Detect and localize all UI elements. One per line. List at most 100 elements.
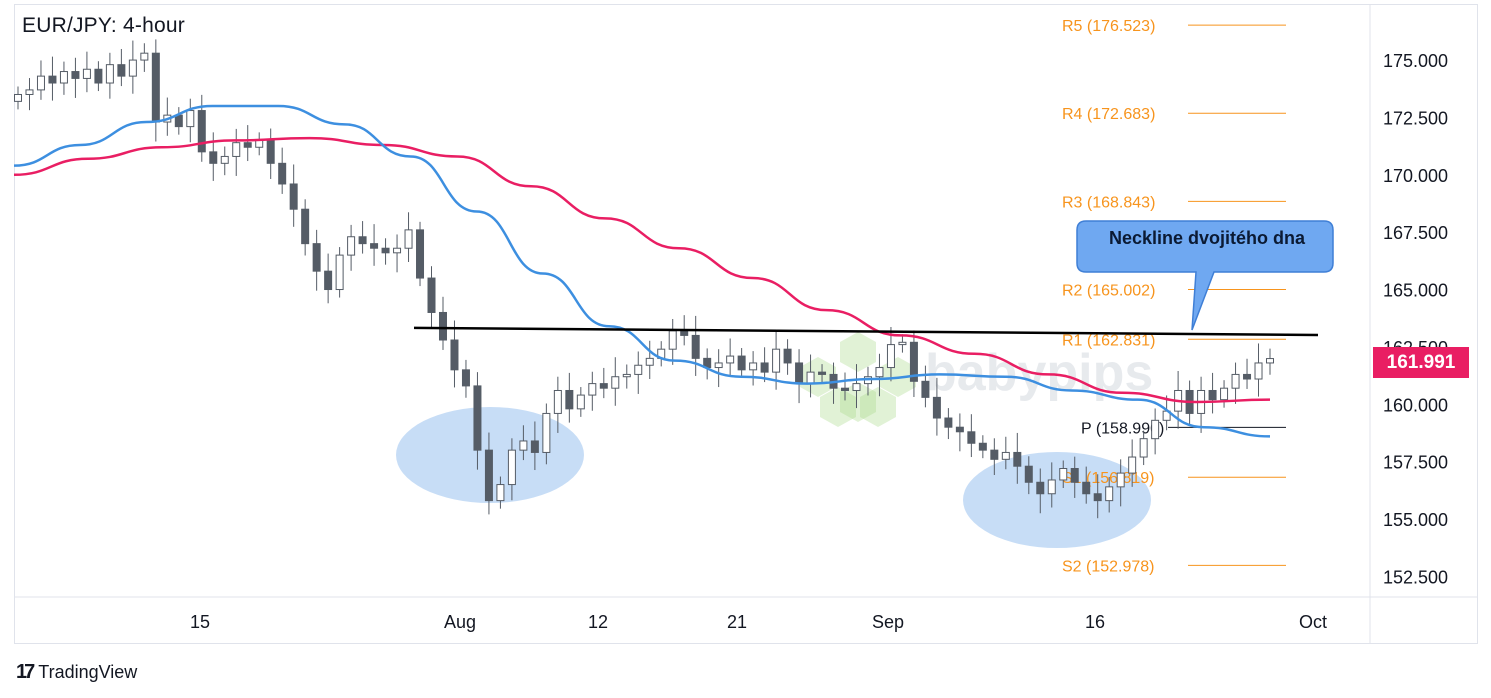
- y-tick-label: 172.500: [1383, 108, 1448, 128]
- y-tick-label: 155.000: [1383, 510, 1448, 530]
- candle-down: [151, 52, 160, 123]
- x-tick-label: 16: [1085, 612, 1105, 632]
- candle-down: [1082, 481, 1091, 495]
- candle-up: [404, 229, 413, 249]
- candle-up: [1059, 468, 1068, 481]
- chart-title: EUR/JPY: 4-hour: [22, 14, 185, 37]
- last-price-tag: 161.991: [1373, 347, 1469, 378]
- fast-moving-average-line: [13, 104, 1271, 438]
- x-tick-label: 12: [588, 612, 608, 632]
- pivot-label: R2 (165.002): [1062, 282, 1155, 299]
- pivot-label: R4 (172.683): [1062, 106, 1155, 123]
- candle-down: [944, 417, 953, 428]
- candle-down: [932, 396, 941, 419]
- chart-frame: [14, 4, 1478, 644]
- candle-down: [1024, 465, 1033, 483]
- candle-up: [128, 59, 137, 77]
- y-tick-label: 157.500: [1383, 453, 1448, 473]
- candle-down: [599, 383, 608, 389]
- candle-down: [427, 277, 436, 313]
- candle-up: [1139, 438, 1148, 458]
- candle-up: [519, 440, 528, 451]
- candle-up: [335, 254, 344, 291]
- candle-up: [393, 247, 402, 254]
- candle-up: [25, 89, 34, 95]
- candle-down: [530, 440, 539, 453]
- candle-down: [117, 64, 126, 77]
- y-tick-label: 160.000: [1383, 395, 1448, 415]
- candle-down: [381, 247, 390, 254]
- candle-up: [714, 362, 723, 369]
- candle-up: [749, 362, 758, 371]
- moving-averages: [13, 104, 1271, 438]
- candle-down: [278, 162, 287, 185]
- candle-down: [301, 208, 310, 245]
- candle-up: [1001, 451, 1010, 460]
- candle-up: [1151, 419, 1160, 440]
- watermark-cube: [820, 387, 856, 427]
- candle-down: [978, 442, 987, 451]
- candle-down: [48, 75, 57, 84]
- candle-down: [370, 243, 379, 249]
- candle-down: [1013, 451, 1022, 467]
- candle-down: [438, 311, 447, 341]
- candle-down: [841, 387, 850, 391]
- candle-down: [324, 270, 333, 291]
- watermark-cube: [840, 332, 876, 372]
- tradingview-brand[interactable]: 17 TradingView: [16, 660, 137, 684]
- candle-up: [634, 364, 643, 375]
- candle-up: [1047, 479, 1056, 495]
- candle-up: [852, 383, 861, 391]
- slow-moving-average-line: [13, 136, 1271, 404]
- candle-up: [645, 357, 654, 366]
- candle-down: [416, 229, 425, 279]
- candle-down: [209, 151, 218, 164]
- watermark-cube: [860, 387, 896, 427]
- candle-up: [542, 412, 551, 453]
- candle-down: [691, 334, 700, 359]
- candle-up: [622, 373, 631, 378]
- candle-down: [358, 236, 367, 245]
- y-tick-label: 165.000: [1383, 281, 1448, 301]
- candle-down: [450, 339, 459, 371]
- candle-down: [909, 341, 918, 382]
- candle-up: [1220, 387, 1229, 401]
- candle-up: [1128, 456, 1137, 474]
- candle-down: [266, 139, 275, 164]
- candle-up: [886, 344, 895, 369]
- pivot-label: R3 (168.843): [1062, 194, 1155, 211]
- tradingview-logo-icon: 17: [16, 660, 35, 683]
- candle-up: [553, 389, 562, 414]
- neckline-line[interactable]: [413, 326, 1319, 337]
- brand-name: TradingView: [38, 661, 138, 682]
- candle-down: [1036, 481, 1045, 495]
- candle-up: [186, 110, 195, 128]
- candle-down: [818, 371, 827, 375]
- y-tick-label: 170.000: [1383, 166, 1448, 186]
- watermark-cube: [840, 382, 876, 422]
- candle-down: [1243, 373, 1252, 380]
- x-tick-label: 21: [727, 612, 747, 632]
- candle-up: [772, 348, 781, 373]
- candle-up: [507, 449, 516, 486]
- candle-up: [36, 75, 45, 91]
- x-tick-label: Sep: [872, 612, 904, 632]
- candle-up: [14, 93, 22, 102]
- candle-down: [967, 431, 976, 444]
- candle-down: [565, 389, 574, 410]
- candle-down: [461, 369, 470, 387]
- candle-up: [255, 139, 264, 148]
- neckline[interactable]: [413, 326, 1319, 337]
- candle-up: [898, 341, 907, 346]
- candle-up: [1266, 358, 1274, 364]
- y-tick-label: 175.000: [1383, 51, 1448, 71]
- candle-up: [59, 71, 68, 84]
- callout: Neckline dvojitého dna: [1076, 220, 1334, 331]
- pivot-label: R5 (176.523): [1062, 18, 1155, 35]
- candle-up: [347, 236, 356, 256]
- candle-up: [726, 355, 735, 364]
- pivot-label: S2 (152.978): [1062, 558, 1155, 575]
- candle-down: [990, 449, 999, 460]
- watermark-cube: [800, 357, 836, 397]
